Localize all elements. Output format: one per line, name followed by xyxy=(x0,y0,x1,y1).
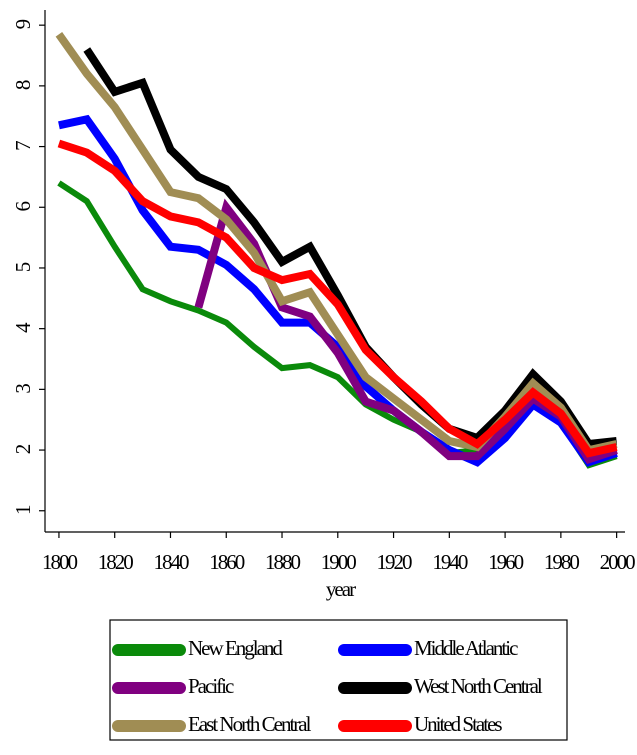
legend-label: East North Central xyxy=(188,712,312,736)
legend-label: Pacific xyxy=(188,674,234,698)
x-tick-label: 1820 xyxy=(98,550,134,574)
legend-label: New England xyxy=(188,636,283,660)
legend-entries: New England Middle Atlantic Pacific West No… xyxy=(112,636,545,736)
y-tick-label: 5 xyxy=(11,262,35,272)
x-tick-label: 1980 xyxy=(544,550,580,574)
x-tick-label: 1800 xyxy=(42,550,78,574)
y-tick-label: 2 xyxy=(11,444,35,454)
y-tick-label: 1 xyxy=(11,505,35,515)
x-tick-label: 1880 xyxy=(265,550,301,574)
y-tick-label: 4 xyxy=(11,322,35,333)
x-tick-label: 2000 xyxy=(600,550,636,574)
y-tick-label: 3 xyxy=(11,384,35,394)
legend-label: United States xyxy=(414,712,502,736)
x-tick-label: 1860 xyxy=(209,550,245,574)
legend-label: West North Central xyxy=(414,674,543,698)
x-tick-label: 1960 xyxy=(488,550,524,574)
x-tick-label: 1900 xyxy=(321,550,357,574)
x-axis-title: year xyxy=(326,577,356,601)
y-tick-label: 7 xyxy=(11,141,35,151)
x-tick-label: 1840 xyxy=(153,550,189,574)
legend xyxy=(109,619,568,741)
y-tick-label: 9 xyxy=(11,19,35,29)
x-tick-label: 1940 xyxy=(432,550,468,574)
y-tick-label: 8 xyxy=(11,80,35,90)
y-tick-label: 6 xyxy=(11,202,35,212)
series-line xyxy=(55,31,618,455)
x-tick-label: 1920 xyxy=(377,550,413,574)
legend-label: Middle Atlantic xyxy=(414,636,518,660)
series-line xyxy=(57,139,618,458)
